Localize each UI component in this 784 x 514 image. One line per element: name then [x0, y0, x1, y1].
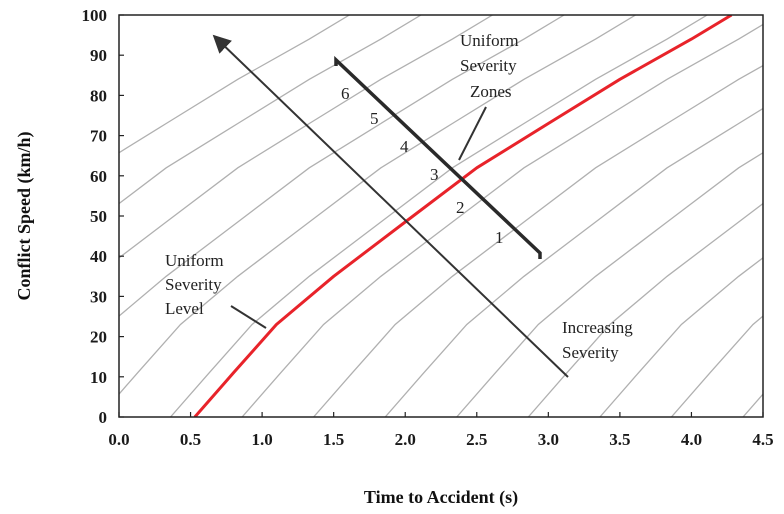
increasing-line-2: Severity [562, 343, 619, 362]
increasing-severity-arrow [212, 34, 569, 378]
level-pointer-line [230, 305, 267, 329]
x-tick-label-5: 2.5 [466, 430, 487, 449]
zones-pointer-line [458, 106, 487, 161]
x-tick-label-0: 0.0 [108, 430, 129, 449]
y-tick-label-8: 80 [90, 86, 107, 105]
zones-line-2: Severity [460, 56, 517, 75]
x-tick-label-4: 2.0 [395, 430, 416, 449]
series-layer [193, 15, 733, 417]
uniform-severity-level-curve [193, 15, 733, 417]
zones-line-1: Uniform [460, 31, 519, 50]
y-tick-label-1: 10 [90, 368, 107, 387]
iso-curve-0 [119, 15, 351, 154]
y-tick-label-6: 60 [90, 167, 107, 186]
y-tick-label-3: 30 [90, 287, 107, 306]
x-tick-label-6: 3.0 [538, 430, 559, 449]
x-tick-labels: 0.0 0.5 1.0 1.5 2.0 2.5 3.0 3.5 4.0 4.5 [108, 430, 773, 449]
iso-severity-curves [119, 15, 763, 417]
plot-frame [118, 14, 764, 418]
y-tick-label-0: 0 [99, 408, 108, 427]
x-tick-label-2: 1.0 [251, 430, 272, 449]
iso-curve-11 [599, 257, 763, 417]
x-tick-label-8: 4.0 [681, 430, 702, 449]
y-tick-label-4: 40 [90, 247, 107, 266]
zones-line-3: Zones [470, 82, 512, 101]
increasing-line-1: Increasing [562, 318, 633, 337]
iso-curve-1 [119, 15, 423, 205]
zone-3-label: 3 [430, 165, 439, 184]
zone-6-label: 6 [341, 84, 350, 103]
y-tick-label-10: 100 [82, 6, 108, 25]
iso-curve-7 [313, 64, 763, 417]
zone-5-label: 5 [370, 109, 379, 128]
level-line-2: Severity [165, 275, 222, 294]
increasing-severity-label: Increasing Severity [562, 318, 633, 362]
x-tick-label-3: 1.5 [323, 430, 344, 449]
iso-curve-2 [119, 15, 494, 259]
zone-4-label: 4 [400, 137, 409, 156]
iso-curve-8 [384, 107, 763, 417]
iso-curve-9 [456, 151, 763, 417]
x-tick-label-9: 4.5 [752, 430, 773, 449]
iso-curve-12 [670, 315, 763, 417]
x-tick-label-1: 0.5 [180, 430, 201, 449]
iso-curve-4 [119, 15, 637, 396]
iso-curve-3 [119, 15, 566, 317]
x-tick-label-7: 3.5 [609, 430, 630, 449]
zone-1-label: 1 [495, 228, 504, 247]
y-tick-label-5: 50 [90, 207, 107, 226]
y-axis-title: Conflict Speed (km/h) [14, 131, 35, 300]
y-tick-label-7: 70 [90, 127, 107, 146]
severity-zones-line [334, 55, 542, 259]
x-axis-title: Time to Accident (s) [364, 487, 518, 508]
level-line-1: Uniform [165, 251, 224, 270]
y-tick-label-2: 20 [90, 328, 107, 347]
iso-curve-6 [241, 23, 763, 417]
zone-numbers: 6 5 4 3 2 1 [341, 84, 504, 247]
iso-curve-10 [527, 202, 763, 417]
y-tick-label-9: 90 [90, 46, 107, 65]
y-tick-labels: 0 10 20 30 40 50 60 70 80 90 100 [82, 6, 108, 427]
zone-2-label: 2 [456, 198, 465, 217]
uniform-severity-level-label: Uniform Severity Level [165, 251, 224, 318]
uniform-severity-zones-label: Uniform Severity Zones [460, 31, 519, 101]
level-line-3: Level [165, 299, 204, 318]
axis-ticks [118, 14, 764, 418]
